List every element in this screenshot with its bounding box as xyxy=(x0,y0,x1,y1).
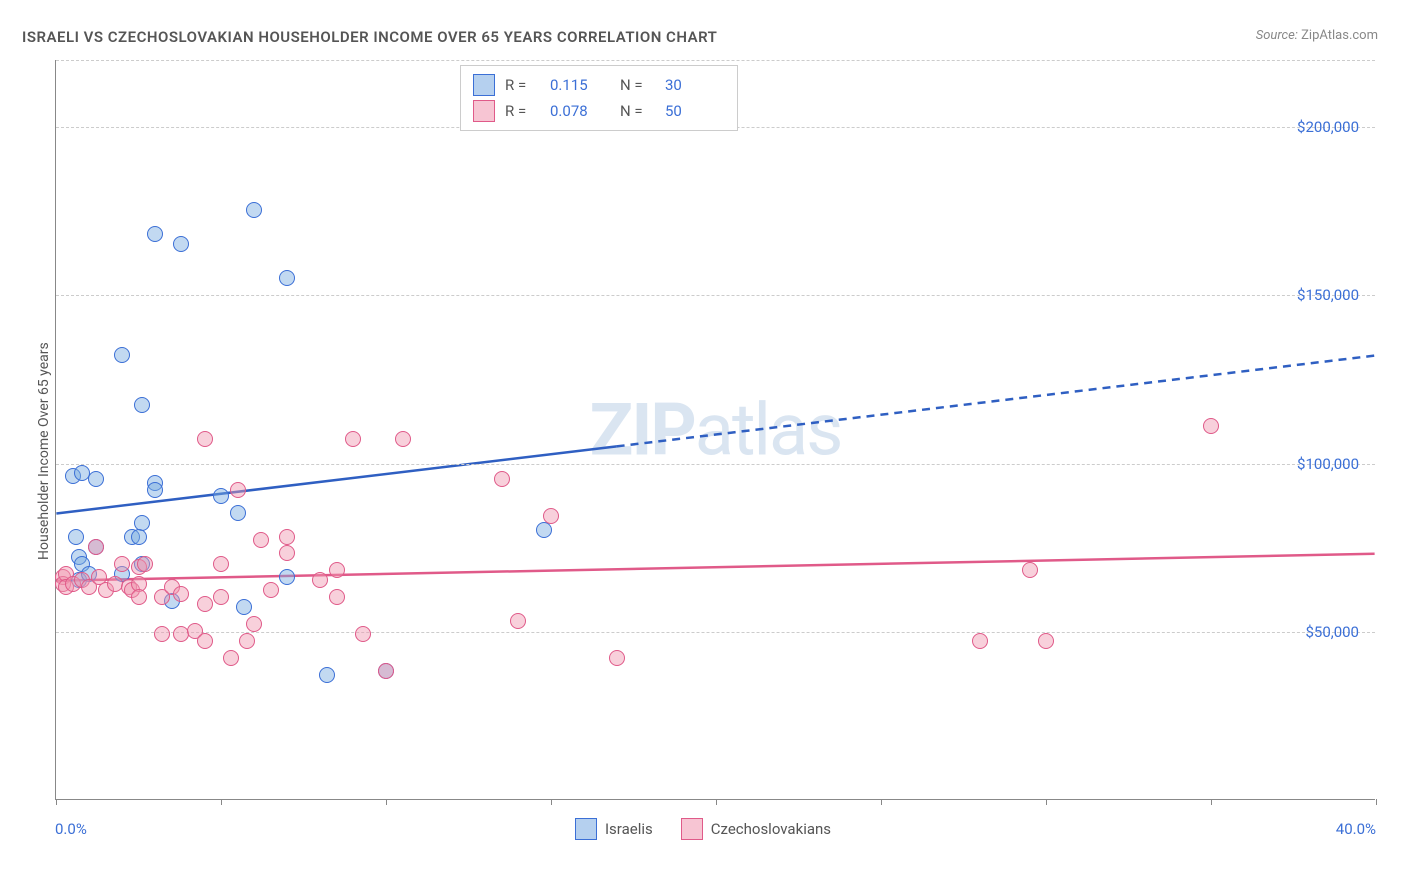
data-point xyxy=(1203,418,1219,434)
data-point xyxy=(147,482,163,498)
data-point xyxy=(972,633,988,649)
swatch-czech-icon xyxy=(681,818,703,840)
data-point xyxy=(68,529,84,545)
data-point xyxy=(1022,562,1038,578)
data-point xyxy=(213,556,229,572)
trend-line-solid xyxy=(56,446,616,513)
watermark: ZIPatlas xyxy=(590,387,842,472)
data-point xyxy=(329,562,345,578)
x-tick xyxy=(1046,799,1047,805)
data-point xyxy=(197,633,213,649)
r-value-czech: 0.078 xyxy=(550,102,610,120)
data-point xyxy=(355,626,371,642)
y-tick-label: $50,000 xyxy=(1305,623,1359,641)
trend-lines-layer xyxy=(56,60,1375,799)
gridline xyxy=(56,60,1375,61)
source-attribution: Source: ZipAtlas.com xyxy=(1256,28,1378,43)
y-tick-label: $200,000 xyxy=(1297,118,1359,136)
data-point xyxy=(279,569,295,585)
y-tick-label: $150,000 xyxy=(1297,286,1359,304)
n-value-czech: 50 xyxy=(665,102,725,120)
legend-item-israelis: Israelis xyxy=(575,818,653,840)
data-point xyxy=(279,545,295,561)
data-point xyxy=(147,226,163,242)
r-label: R = xyxy=(505,102,540,120)
gridline xyxy=(56,464,1375,465)
data-point xyxy=(378,663,394,679)
gridline xyxy=(56,295,1375,296)
data-point xyxy=(1038,633,1054,649)
data-point xyxy=(213,488,229,504)
data-point xyxy=(230,482,246,498)
swatch-czech xyxy=(473,100,495,122)
data-point xyxy=(230,505,246,521)
legend-label-czech: Czechoslovakians xyxy=(711,820,831,838)
data-point xyxy=(494,471,510,487)
plot-area: ZIPatlas $50,000 $100,000 $150,000 $200,000 xyxy=(55,60,1375,800)
data-point xyxy=(279,270,295,286)
data-point xyxy=(131,529,147,545)
trend-line-solid xyxy=(56,554,1374,581)
data-point xyxy=(134,397,150,413)
r-value-israelis: 0.115 xyxy=(550,76,610,94)
data-point xyxy=(246,202,262,218)
n-value-israelis: 30 xyxy=(665,76,725,94)
data-point xyxy=(246,616,262,632)
x-tick xyxy=(386,799,387,805)
watermark-bold: ZIP xyxy=(590,387,695,472)
data-point xyxy=(88,471,104,487)
data-point xyxy=(312,572,328,588)
source-label: Source: xyxy=(1256,28,1298,43)
n-label: N = xyxy=(620,102,655,120)
data-point xyxy=(154,626,170,642)
data-point xyxy=(173,236,189,252)
watermark-light: atlas xyxy=(695,387,842,472)
chart-title: ISRAELI VS CZECHOSLOVAKIAN HOUSEHOLDER I… xyxy=(22,28,717,46)
data-point xyxy=(223,650,239,666)
y-axis-label: Householder Income Over 65 years xyxy=(36,342,52,560)
swatch-israelis xyxy=(473,74,495,96)
x-tick xyxy=(1376,799,1377,805)
legend-item-czech: Czechoslovakians xyxy=(681,818,831,840)
x-tick xyxy=(56,799,57,805)
data-point xyxy=(239,633,255,649)
data-point xyxy=(395,431,411,447)
r-label: R = xyxy=(505,76,540,94)
x-tick xyxy=(881,799,882,805)
swatch-israelis-icon xyxy=(575,818,597,840)
y-tick-label: $100,000 xyxy=(1297,455,1359,473)
data-point xyxy=(114,347,130,363)
x-tick xyxy=(1211,799,1212,805)
legend-row-czech: R = 0.078 N = 50 xyxy=(473,98,725,124)
data-point xyxy=(213,589,229,605)
data-point xyxy=(114,556,130,572)
data-point xyxy=(510,613,526,629)
data-point xyxy=(253,532,269,548)
chart-container: ISRAELI VS CZECHOSLOVAKIAN HOUSEHOLDER I… xyxy=(0,0,1406,892)
n-label: N = xyxy=(620,76,655,94)
data-point xyxy=(88,539,104,555)
data-point xyxy=(173,586,189,602)
data-point xyxy=(137,556,153,572)
series-legend: Israelis Czechoslovakians xyxy=(0,818,1406,840)
data-point xyxy=(131,589,147,605)
data-point xyxy=(329,589,345,605)
x-tick xyxy=(716,799,717,805)
legend-label-israelis: Israelis xyxy=(605,820,653,838)
trend-line-dashed xyxy=(617,356,1375,447)
data-point xyxy=(279,529,295,545)
x-tick xyxy=(551,799,552,805)
data-point xyxy=(197,431,213,447)
source-value: ZipAtlas.com xyxy=(1301,28,1378,43)
data-point xyxy=(263,582,279,598)
data-point xyxy=(543,508,559,524)
data-point xyxy=(236,599,252,615)
data-point xyxy=(345,431,361,447)
x-tick xyxy=(221,799,222,805)
correlation-legend: R = 0.115 N = 30 R = 0.078 N = 50 xyxy=(460,65,738,131)
data-point xyxy=(609,650,625,666)
data-point xyxy=(197,596,213,612)
legend-row-israelis: R = 0.115 N = 30 xyxy=(473,72,725,98)
data-point xyxy=(319,667,335,683)
